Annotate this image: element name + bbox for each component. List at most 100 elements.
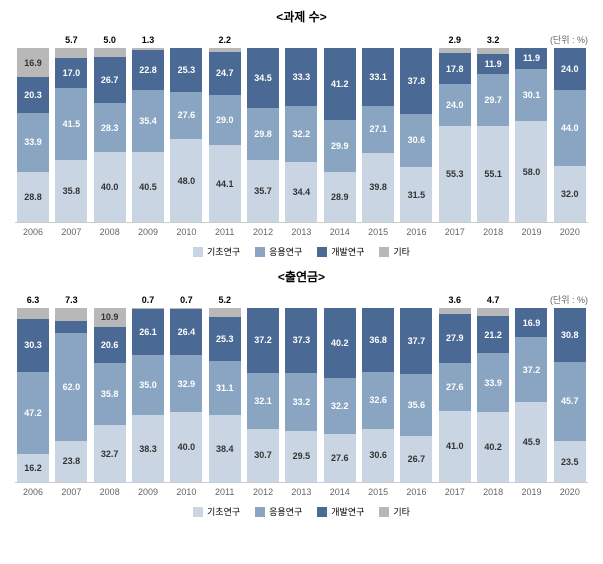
segment-s2: 27.1: [362, 106, 394, 153]
overflow-label: 6.3: [17, 295, 49, 305]
segment-s3: 25.3: [170, 48, 202, 92]
segment-label: 23.8: [63, 456, 81, 466]
segment-s3: 41.2: [324, 48, 356, 120]
bar-2012: 35.7 29.8 34.5: [247, 48, 279, 222]
segment-s3: 30.8: [554, 308, 586, 362]
segment-label: 35.7: [254, 186, 272, 196]
segment-s2: 30.1: [515, 69, 547, 121]
segment-s2: 35.4: [132, 90, 164, 152]
overflow-label: 4.7: [477, 295, 509, 305]
segment-s4: 16.9: [17, 48, 49, 77]
chart2-xaxis: 2006200720082009201020112012201320142015…: [15, 487, 588, 497]
segment-s2: 35.6: [400, 374, 432, 436]
segment-s3: 33.3: [285, 48, 317, 106]
segment-label: 32.6: [369, 395, 387, 405]
segment-label: 35.8: [63, 186, 81, 196]
segment-s2: 31.1: [209, 361, 241, 415]
segment-label: 25.3: [216, 334, 234, 344]
segment-label: 33.3: [293, 72, 311, 82]
segment-s3: 17.8: [439, 53, 471, 84]
segment-s1: 40.0: [94, 152, 126, 222]
segment-label: 35.6: [408, 400, 426, 410]
chart2-area: 16.247.230.36.323.862.07.332.735.820.610…: [15, 308, 588, 483]
segment-s3: 37.2: [247, 308, 279, 373]
segment-s1: 34.4: [285, 162, 317, 222]
legend-label: 응용연구: [269, 245, 302, 258]
segment-label: 26.1: [139, 327, 157, 337]
segment-label: 20.6: [101, 340, 119, 350]
bar-2013: 34.432.233.3: [285, 48, 317, 222]
segment-label: 48.0: [178, 176, 196, 186]
bar-2011: 44.129.024.72.2: [209, 48, 241, 222]
segment-s2: 32.1: [247, 373, 279, 429]
segment-label: 31.5: [408, 190, 426, 200]
segment-label: 41.5: [63, 119, 81, 129]
segment-s2: 45.7: [554, 362, 586, 442]
overflow-label: 2.2: [209, 35, 241, 45]
segment-label: 29.9: [331, 141, 349, 151]
segment-s4: [477, 48, 509, 54]
bar-2009: 40.535.422.81.3: [132, 48, 164, 222]
segment-s2: 29.0: [209, 95, 241, 145]
chart1-title: <과제 수>: [15, 8, 588, 25]
segment-s3: 37.8: [400, 48, 432, 114]
segment-s2: 33.9: [477, 353, 509, 412]
segment-label: 11.9: [523, 53, 540, 63]
segment-s2: 33.2: [285, 373, 317, 431]
segment-s1: 44.1: [209, 145, 241, 222]
segment-label: 32.1: [254, 396, 272, 406]
segment-label: 24.0: [561, 64, 579, 74]
segment-s1: 40.0: [170, 412, 202, 482]
bar-2007: 23.862.07.3: [55, 308, 87, 482]
segment-s1: 31.5: [400, 167, 432, 222]
chart2-title: <출연금>: [15, 268, 588, 285]
x-tick: 2010: [170, 227, 202, 237]
segment-s2: 29.8: [247, 108, 279, 160]
legend-item: 기초연구: [193, 505, 240, 518]
segment-label: 23.5: [561, 457, 579, 467]
segment-label: 30.8: [561, 330, 579, 340]
segment-label: 35.0: [139, 380, 157, 390]
segment-s3: 24.7: [209, 52, 241, 95]
segment-s3: 26.1: [132, 309, 164, 354]
segment-label: 37.3: [293, 335, 311, 345]
segment-label: 41.0: [446, 441, 464, 451]
x-tick: 2015: [362, 487, 394, 497]
segment-s3: 34.5: [247, 48, 279, 108]
chart1-area: 28.833.920.316.935.841.517.05.740.028.32…: [15, 48, 588, 223]
segment-s1: 23.5: [554, 441, 586, 482]
segment-s1: 30.7: [247, 429, 279, 482]
x-tick: 2018: [477, 227, 509, 237]
segment-label: 35.4: [139, 116, 157, 126]
segment-s3: 26.7: [94, 57, 126, 103]
bar-2018: 55.129.711.93.2: [477, 48, 509, 222]
segment-s4: [439, 48, 471, 53]
legend-item: 기타: [379, 505, 410, 518]
legend-swatch: [255, 507, 265, 517]
segment-s3: 20.6: [94, 327, 126, 363]
bar-2020: 23.5 45.7 30.8: [554, 308, 586, 482]
x-tick: 2019: [515, 487, 547, 497]
x-tick: 2019: [515, 227, 547, 237]
segment-s1: 39.8: [362, 153, 394, 222]
segment-s1: 55.1: [477, 126, 509, 222]
segment-s1: 40.5: [132, 152, 164, 222]
x-tick: 2012: [247, 487, 279, 497]
segment-s1: 32.7: [94, 425, 126, 482]
segment-s3: 37.7: [400, 308, 432, 374]
segment-s4: [17, 308, 49, 319]
segment-s4: [132, 308, 164, 309]
segment-s4: [170, 308, 202, 309]
segment-s3: 11.9: [477, 54, 509, 75]
segment-label: 17.8: [446, 64, 464, 74]
bar-2011: 38.431.125.35.2: [209, 308, 241, 482]
overflow-label: 5.7: [55, 35, 87, 45]
segment-label: 21.2: [484, 330, 502, 340]
segment-label: 37.2: [254, 335, 272, 345]
segment-label: 29.0: [216, 115, 234, 125]
segment-label: 32.0: [561, 189, 579, 199]
segment-label: 40.2: [484, 442, 502, 452]
segment-label: 34.5: [254, 73, 272, 83]
segment-label: 29.5: [293, 451, 311, 461]
segment-label: 33.1: [369, 72, 387, 82]
